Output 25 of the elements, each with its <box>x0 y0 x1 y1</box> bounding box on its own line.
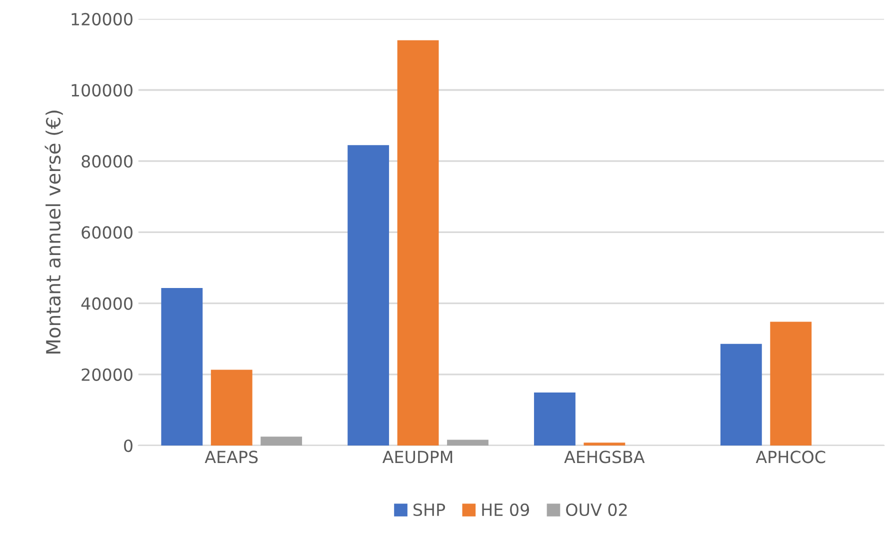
y-tick-label: 20000 <box>82 368 132 381</box>
bar <box>161 288 203 446</box>
bar <box>260 436 302 446</box>
legend-label: SHP <box>414 503 446 516</box>
bar <box>534 392 576 446</box>
bar <box>770 322 812 446</box>
x-tick-label: AEUDPM <box>382 450 452 464</box>
y-tick-label: 100000 <box>72 84 132 97</box>
bar <box>447 440 488 446</box>
y-tick-label: 120000 <box>72 12 132 26</box>
x-tick-label: APHCOC <box>756 450 826 464</box>
y-tick-label: 40000 <box>81 297 132 310</box>
y-tick-label: 80000 <box>82 155 132 168</box>
bar <box>584 442 626 446</box>
legend-label: OUV 02 <box>566 503 627 516</box>
bar <box>720 344 762 446</box>
x-tick-label: AEAPS <box>204 450 258 464</box>
bar <box>397 40 439 446</box>
y-axis-title: Montant annuel versé (€) <box>44 110 63 354</box>
y-tick-label: 60000 <box>82 226 132 239</box>
bar <box>348 145 390 446</box>
bar <box>210 370 252 446</box>
y-tick-label: 0 <box>124 439 132 452</box>
x-tick-label: AEHGSBA <box>564 450 645 464</box>
legend-label: HE 09 <box>482 503 529 516</box>
